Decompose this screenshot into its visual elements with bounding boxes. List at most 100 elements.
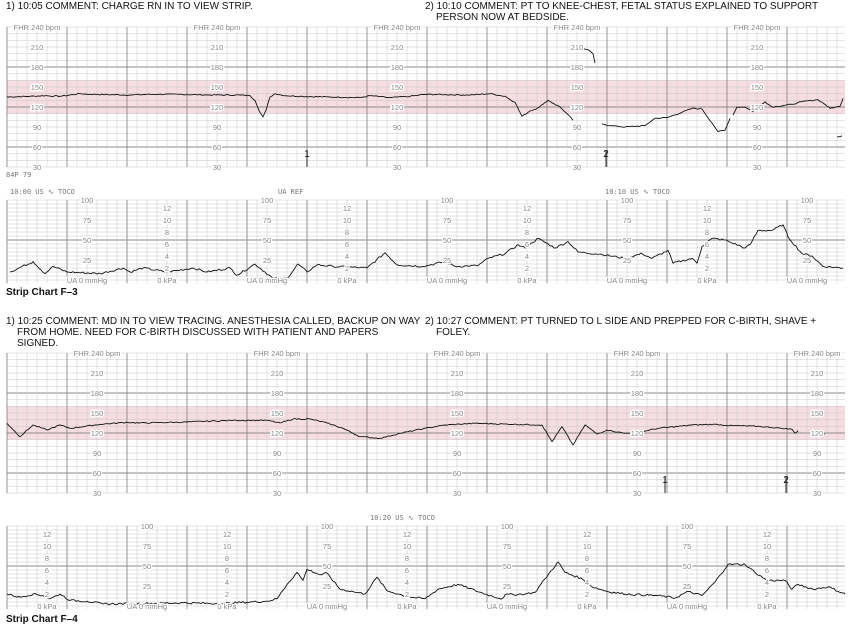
- event-marker-label: 1: [662, 475, 668, 486]
- fhr-tick-label: 150: [571, 83, 584, 92]
- fhr-axis-title: FHR 240 bpm: [254, 349, 301, 358]
- fhr-tick-label: 180: [391, 63, 404, 72]
- kpa-zero-label: 0 kPa: [397, 602, 417, 611]
- kpa-tick-label: 4: [525, 252, 529, 261]
- strip-f4: [6, 352, 846, 610]
- ua-tick-label: 75: [683, 542, 691, 551]
- event-marker-label: 1: [304, 149, 310, 160]
- fhr-tick-label: 60: [393, 143, 401, 152]
- time-header-label: 10:10 US ∿ TOCO: [605, 188, 670, 196]
- kpa-tick-label: 10: [343, 216, 351, 225]
- kpa-tick-label: 6: [45, 566, 49, 575]
- ua-tick-label: 100: [141, 522, 154, 531]
- kpa-tick-label: 2: [225, 590, 229, 599]
- kpa-tick-label: 2: [45, 590, 49, 599]
- ua-tick-label: 100: [501, 522, 514, 531]
- fhr-tick-label: 30: [813, 489, 821, 498]
- fhr-tick-label: 30: [273, 489, 281, 498]
- fhr-axis-title: FHR 240 bpm: [434, 349, 481, 358]
- fhr-axis-title: FHR 240 bpm: [734, 23, 781, 32]
- kpa-tick-label: 4: [165, 252, 169, 261]
- kpa-tick-label: 2: [345, 264, 349, 273]
- fhr-tick-label: 60: [453, 469, 461, 478]
- kpa-tick-label: 4: [345, 252, 349, 261]
- ua-tick-label: 25: [143, 582, 151, 591]
- fhr-tick-label: 60: [93, 469, 101, 478]
- fhr-tick-label: 210: [571, 43, 584, 52]
- fhr-tick-label: 150: [211, 83, 224, 92]
- kpa-zero-label: 0 kPa: [157, 276, 177, 285]
- kpa-tick-label: 10: [223, 542, 231, 551]
- kpa-tick-label: 12: [583, 530, 591, 539]
- fhr-tick-label: 60: [213, 143, 221, 152]
- kpa-tick-label: 6: [705, 240, 709, 249]
- fhr-axis-title: FHR 240 bpm: [554, 23, 601, 32]
- kpa-tick-label: 8: [165, 228, 169, 237]
- ua-tick-label: 75: [323, 542, 331, 551]
- ua-zero-label: UA 0 mmHg: [667, 602, 707, 611]
- fhr-trace: [582, 47, 596, 64]
- fhr-tick-label: 90: [273, 449, 281, 458]
- ua-tick-label: 100: [801, 196, 814, 205]
- ua-tick-label: 25: [503, 582, 511, 591]
- kpa-zero-label: 0 kPa: [517, 276, 537, 285]
- time-header-label: 10:00 US ∿ TOCO: [10, 188, 75, 196]
- kpa-zero-label: 0 kPa: [577, 602, 597, 611]
- kpa-zero-label: 0 kPa: [217, 602, 237, 611]
- fhr-tick-label: 180: [811, 389, 824, 398]
- fhr-tick-label: 150: [271, 409, 284, 418]
- fhr-tick-label: 120: [211, 103, 224, 112]
- fhr-tick-label: 150: [31, 83, 44, 92]
- kpa-tick-label: 12: [223, 530, 231, 539]
- fhr-tick-label: 150: [451, 409, 464, 418]
- kpa-tick-label: 12: [703, 204, 711, 213]
- fhr-tick-label: 120: [391, 103, 404, 112]
- ua-zero-label: UA 0 mmHg: [427, 276, 467, 285]
- fhr-tick-label: 210: [31, 43, 44, 52]
- ua-tick-label: 50: [83, 236, 91, 245]
- kpa-tick-label: 8: [765, 554, 769, 563]
- ua-tick-label: 75: [803, 216, 811, 225]
- fhr-tick-label: 30: [573, 163, 581, 172]
- fhr-tick-label: 120: [631, 429, 644, 438]
- fhr-tick-label: 90: [93, 449, 101, 458]
- fhr-tick-label: 210: [631, 369, 644, 378]
- fhr-tick-label: 90: [453, 449, 461, 458]
- kpa-tick-label: 2: [765, 590, 769, 599]
- fhr-normal-band: [7, 80, 845, 114]
- ua-tick-label: 25: [623, 256, 631, 265]
- ua-tick-label: 50: [503, 562, 511, 571]
- kpa-tick-label: 12: [763, 530, 771, 539]
- fhr-trace: [818, 431, 826, 436]
- kpa-tick-label: 6: [225, 566, 229, 575]
- kpa-tick-label: 8: [405, 554, 409, 563]
- fhr-trace: [7, 92, 574, 121]
- kpa-tick-label: 10: [403, 542, 411, 551]
- fhr-tick-label: 90: [633, 449, 641, 458]
- ua-tick-label: 25: [683, 582, 691, 591]
- fhr-axis-title: FHR 240 bpm: [14, 23, 61, 32]
- ua-zero-label: UA 0 mmHg: [487, 602, 527, 611]
- ua-tick-label: 75: [443, 216, 451, 225]
- fhr-tick-label: 90: [573, 123, 581, 132]
- fhr-axis-title: FHR 240 bpm: [194, 23, 241, 32]
- ua-tick-label: 25: [263, 256, 271, 265]
- kpa-tick-label: 12: [43, 530, 51, 539]
- kpa-tick-label: 10: [163, 216, 171, 225]
- fhr-tick-label: 30: [453, 489, 461, 498]
- fhr-tick-label: 210: [811, 369, 824, 378]
- ua-tick-label: 75: [143, 542, 151, 551]
- fhr-tick-label: 60: [33, 143, 41, 152]
- fhr-tick-label: 30: [213, 163, 221, 172]
- fhr-tick-label: 120: [451, 429, 464, 438]
- fhr-trace: [6, 418, 799, 446]
- kpa-tick-label: 6: [525, 240, 529, 249]
- fhr-tick-label: 120: [31, 103, 44, 112]
- fhr-tick-label: 180: [31, 63, 44, 72]
- kpa-zero-label: 0 kPa: [697, 276, 717, 285]
- strip-f3: [6, 26, 845, 284]
- fhr-tick-label: 150: [391, 83, 404, 92]
- time-header-label: UA REF: [278, 188, 303, 196]
- ua-zero-label: UA 0 mmHg: [127, 602, 167, 611]
